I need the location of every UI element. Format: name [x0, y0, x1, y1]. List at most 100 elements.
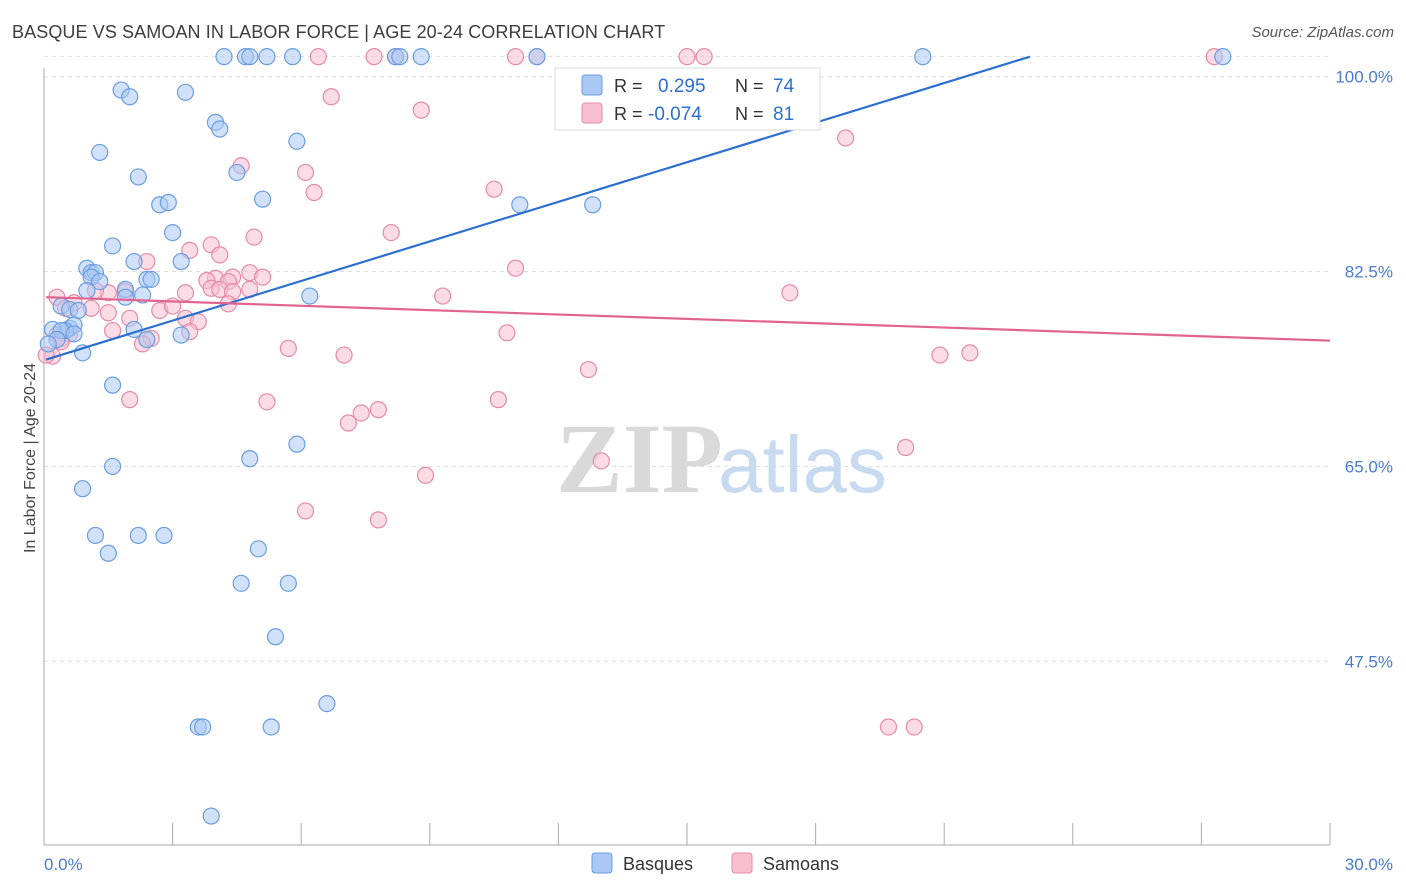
basques-point-10 [1214, 48, 1232, 66]
basques-point-43 [69, 301, 87, 320]
samoans-point-1 [365, 48, 383, 66]
samoans-point-14 [485, 180, 503, 198]
basques-point-66 [232, 574, 250, 592]
watermark-atlas: atlas [718, 420, 887, 509]
samoans-point-75 [879, 718, 898, 736]
basques-point-12 [121, 88, 139, 106]
samoans-point-58 [279, 339, 297, 357]
samoans-point-8 [322, 88, 340, 106]
basques-point-56 [103, 376, 122, 394]
basques-point-24 [584, 196, 602, 214]
y-tick-label-1: 82.5% [1345, 263, 1393, 282]
basques-point-53 [138, 330, 156, 349]
basques-point-67 [279, 574, 297, 592]
basques-point-63 [155, 526, 173, 545]
basques-point-0 [215, 48, 233, 66]
samoans-point-61 [961, 344, 979, 362]
samoans-point-64 [121, 391, 139, 409]
basques-point-71 [194, 718, 212, 736]
source-note: Source: ZipAtlas.com [1251, 24, 1394, 41]
basques-point-28 [172, 252, 190, 271]
y-tick-labels: 100.0% 82.5% 65.0% 47.5% [1335, 68, 1393, 672]
basques-point-37 [78, 281, 96, 300]
basques-point-17 [288, 132, 306, 150]
watermark-zip: ZIP [556, 403, 723, 514]
samoans-point-62 [579, 360, 598, 379]
samoans-point-66 [489, 391, 507, 409]
basques-point-19 [228, 163, 246, 182]
samoans-point-10 [837, 129, 855, 147]
axes [43, 68, 1331, 846]
basques-point-15 [211, 120, 229, 138]
basques-point-27 [125, 252, 143, 271]
x-tick-label-1: 30.0% [1345, 855, 1393, 874]
samoans-point-3 [506, 48, 525, 66]
basques-point-73 [202, 807, 220, 825]
basques-point-40 [301, 287, 319, 305]
basques-point-9 [914, 48, 932, 66]
samoans-point-73 [296, 502, 315, 520]
samoans-point-71 [592, 452, 610, 470]
y-tick-label-3: 47.5% [1345, 652, 1393, 671]
samoans-point-65 [258, 393, 276, 411]
basques-point-58 [241, 450, 259, 468]
legend-swatch-basques [581, 74, 603, 96]
samoans-point-51 [498, 324, 516, 342]
basques-point-62 [129, 526, 147, 545]
samoans-point-18 [211, 246, 229, 264]
basques-point-16 [91, 143, 109, 162]
samoans-point-72 [416, 466, 435, 484]
samoans-point-36 [434, 287, 452, 305]
samoans-point-68 [352, 404, 370, 422]
basques-point-33 [91, 272, 109, 291]
y-tick-label-2: 65.0% [1345, 457, 1393, 476]
basques-trend-line [45, 55, 1031, 361]
basques-point-3 [258, 48, 276, 66]
basques-point-65 [99, 544, 117, 562]
samoans-point-9 [412, 101, 430, 119]
basques-point-38 [133, 286, 152, 304]
chart-title: BASQUE VS SAMOAN IN LABOR FORCE | AGE 20… [12, 22, 666, 42]
basques-point-20 [254, 190, 272, 208]
legend-n-value-1: 74 [773, 76, 795, 97]
basques-point-23 [511, 196, 529, 214]
x-tick-labels: 0.0% 30.0% [44, 855, 1393, 874]
y-tick-label-0: 100.0% [1335, 68, 1393, 87]
bottom-legend: Basques Samoans [591, 852, 839, 874]
samoans-point-70 [897, 438, 915, 457]
basques-point-61 [86, 526, 105, 545]
basques-point-52 [172, 326, 190, 344]
legend-n-label-1: N = [735, 76, 764, 96]
samoans-point-76 [905, 718, 923, 736]
samoans-points [37, 48, 1223, 736]
bottom-legend-samoans: Samoans [763, 854, 839, 874]
basques-point-25 [164, 223, 182, 242]
samoans-point-21 [506, 259, 525, 277]
basques-point-7 [412, 48, 430, 66]
legend-n-value-2: 81 [773, 104, 794, 125]
samoans-trend-line [46, 296, 1331, 342]
legend-r-label-1: R = [614, 76, 643, 96]
samoans-point-60 [931, 346, 949, 364]
basques-point-13 [176, 83, 195, 101]
x-tick-label-0: 0.0% [44, 855, 83, 874]
samoans-point-74 [369, 511, 387, 529]
legend-r-label-2: R = [614, 104, 643, 124]
basques-point-39 [116, 288, 135, 306]
samoans-point-23 [254, 268, 272, 286]
samoans-point-6 [695, 48, 713, 66]
basques-point-72 [262, 718, 280, 736]
basques-point-68 [266, 628, 285, 646]
bottom-legend-swatch-samoans [731, 852, 753, 874]
bottom-legend-basques: Basques [623, 854, 693, 874]
trend-lines [45, 55, 1331, 361]
basques-point-2 [241, 48, 259, 66]
samoans-point-15 [382, 223, 400, 242]
samoans-point-5 [678, 48, 696, 66]
samoans-point-50 [103, 321, 122, 340]
basques-point-22 [159, 193, 177, 212]
samoans-point-37 [781, 284, 799, 302]
basques-point-4 [284, 48, 302, 66]
samoans-point-42 [99, 304, 117, 322]
